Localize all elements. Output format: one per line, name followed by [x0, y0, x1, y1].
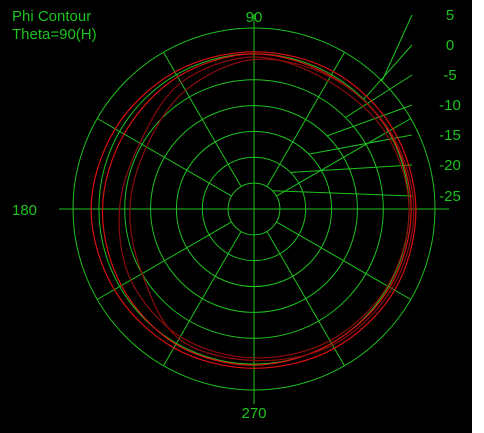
chart-subtitle: Theta=90(H)	[12, 26, 97, 43]
grid-spoke-210	[96, 221, 232, 300]
trace-series-2	[129, 58, 415, 362]
grid-spoke-120	[163, 51, 242, 187]
radial-tick-label: -25	[439, 188, 461, 205]
grid-spoke-240	[163, 231, 242, 367]
radial-leader-5	[290, 164, 413, 173]
radial-tick-label: -20	[439, 157, 461, 174]
angle-label-90: 90	[246, 9, 263, 26]
radial-leader-1	[363, 44, 413, 100]
trace-series-1	[101, 53, 412, 366]
radial-leader-4	[308, 134, 413, 155]
angle-label-180: 180	[12, 202, 37, 219]
radial-tick-label: 0	[446, 37, 454, 54]
axis-labels: 5 0 -5 -10 -15 -20 -25 90 180 270	[12, 7, 461, 422]
radial-tick-label: -10	[439, 97, 461, 114]
data-traces	[90, 51, 417, 369]
radial-tick-label: 5	[446, 7, 454, 24]
grid-spoke-150	[96, 118, 232, 197]
chart-title: Phi Contour	[12, 8, 91, 25]
grid-spoke-330	[276, 221, 412, 300]
plot-background	[0, 0, 472, 433]
radial-leader-6	[272, 190, 413, 197]
radial-tick-label: -15	[439, 127, 461, 144]
trace-series-0	[90, 51, 417, 369]
angle-label-270: 270	[241, 405, 266, 422]
grid-spoke-60	[266, 51, 345, 187]
radial-tick-label: -5	[443, 67, 456, 84]
radial-leader-3	[326, 104, 413, 137]
trace-series-3	[118, 56, 410, 359]
radial-leader-2	[345, 74, 413, 119]
radial-leader-0	[381, 14, 413, 82]
